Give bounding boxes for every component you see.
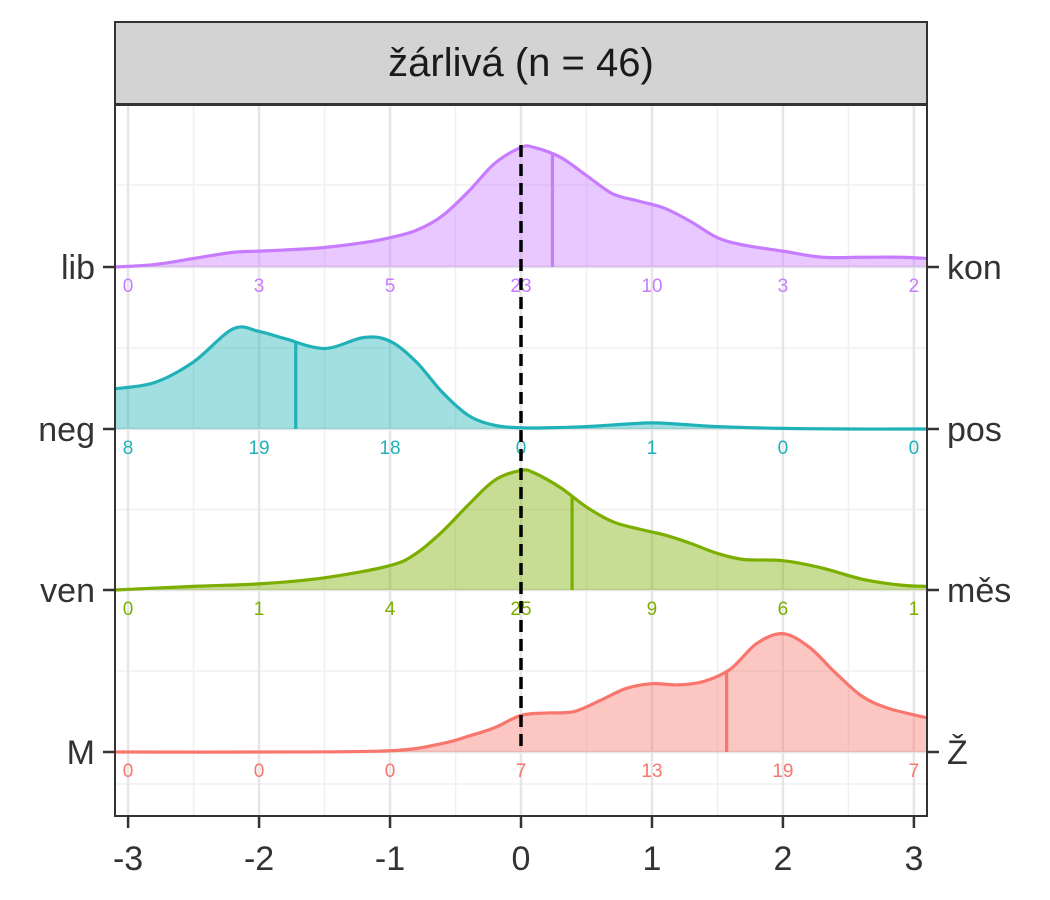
count-label: 19 (248, 438, 269, 459)
y-label-right: Ž (947, 734, 968, 772)
axes-layer: -3 -2 -1 0 1 2 3 lib kon neg pos ven měs M Ž (38, 249, 1011, 878)
count-label: 0 (123, 761, 134, 782)
x-tick-label: 2 (773, 840, 792, 878)
count-label: 0 (123, 276, 134, 297)
density-curve (114, 468, 928, 592)
count-label: 9 (647, 599, 658, 620)
facet-strip: žárlivá (n = 46) (114, 21, 928, 105)
facet-strip-box (114, 21, 928, 105)
y-label-right: měs (947, 572, 1011, 610)
density-curve (114, 325, 928, 431)
count-label: 8 (123, 438, 134, 459)
y-label-left: ven (40, 572, 95, 610)
x-tick-label: 3 (904, 840, 923, 878)
count-label: 7 (516, 761, 527, 782)
count-label: 0 (123, 599, 134, 620)
count-label: 1 (647, 438, 658, 459)
density-curve (114, 144, 928, 269)
count-label: 10 (641, 276, 662, 297)
x-tick-label: 1 (643, 840, 662, 878)
count-label: 1 (909, 599, 920, 620)
count-label: 6 (778, 599, 789, 620)
count-label: 2 (909, 276, 920, 297)
count-label: 0 (909, 438, 920, 459)
y-label-left: lib (61, 249, 95, 287)
count-label: 19 (772, 761, 793, 782)
density-area (115, 326, 927, 430)
facet-title: žárlivá (n = 46) (388, 41, 654, 85)
count-label: 0 (254, 761, 265, 782)
x-tick-label: -2 (244, 840, 274, 878)
density-curve (114, 632, 928, 754)
y-label-right: kon (947, 249, 1002, 287)
count-label: 5 (385, 276, 396, 297)
count-label: 3 (778, 276, 789, 297)
density-row-M: 0 0 0 7 13 19 7 (114, 632, 928, 782)
count-label: 3 (254, 276, 265, 297)
count-label: 4 (385, 599, 396, 620)
count-label: 13 (641, 761, 662, 782)
count-label: 0 (385, 761, 396, 782)
y-label-right: pos (947, 411, 1002, 449)
count-label: 7 (909, 761, 920, 782)
x-tick-label: 0 (512, 840, 531, 878)
count-label: 0 (516, 438, 527, 459)
y-label-left: M (67, 734, 95, 772)
density-area (115, 633, 927, 753)
x-tick-label: -3 (113, 840, 143, 878)
density-row-neg: 8 19 18 0 1 0 0 (114, 325, 928, 459)
count-label: 18 (379, 438, 400, 459)
y-label-left: neg (38, 411, 95, 449)
count-label: 0 (778, 438, 789, 459)
x-tick-label: -1 (375, 840, 405, 878)
count-label: 1 (254, 599, 265, 620)
